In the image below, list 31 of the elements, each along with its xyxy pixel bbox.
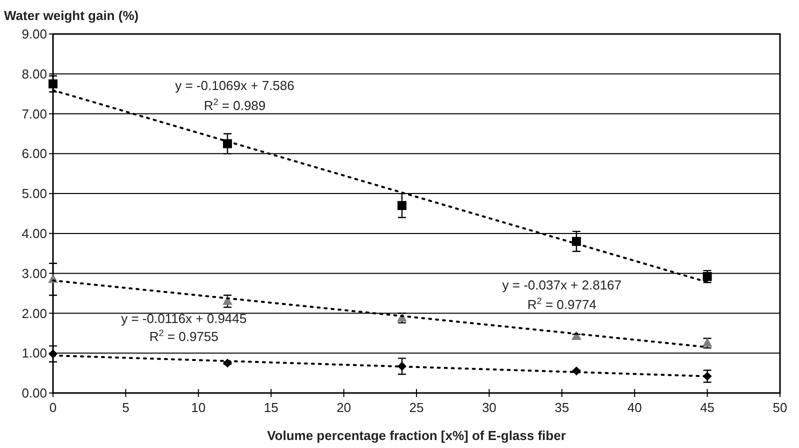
y-tick-label: 9.00 [22,26,47,42]
y-tick-label: 7.00 [22,106,47,122]
y-tick-label: 1.00 [22,346,47,361]
annotation: R$^{2}$ = 0.989 [204,96,266,113]
point [397,201,406,210]
y-tick-label: 4.00 [22,226,47,241]
x-tick-label: 20 [336,400,352,415]
x-tick-label: 50 [772,400,788,415]
x-tick-label: 5 [122,400,130,415]
y-tick-label: 0.00 [22,386,47,401]
y-tick-label: 6.00 [22,146,47,162]
annotation: y = -0.1069x + 7.586 [175,78,294,93]
x-tick-label: 45 [700,400,715,415]
y-tick-label: 5.00 [22,186,47,202]
y-tick-label: 2.00 [22,306,47,321]
x-tick-label: 30 [482,400,496,415]
x-tick-label: 15 [264,400,278,415]
y-tick-label: 8.00 [22,66,47,82]
annotation: R$^{2}$ = 0.9774 [527,296,596,312]
point [48,79,58,88]
x-tick-label: 0 [49,400,57,415]
annotation: y = -0.0116x + 0.9445 [121,311,247,326]
x-tick-label: 25 [409,400,424,415]
y-tick-label: 3.00 [22,266,47,281]
x-axis-title: Volume percentage fraction [x%] of E-glass fiber [267,428,566,443]
x-tick-label: 10 [191,400,206,415]
y-axis-title: Water weight gain (%) [4,8,139,23]
annotation: R$^{2}$ = 0.9755 [149,328,218,344]
annotation: y = -0.037x + 2.8167 [502,277,622,292]
x-tick-label: 35 [554,400,570,415]
x-tick-label: 40 [627,400,642,415]
